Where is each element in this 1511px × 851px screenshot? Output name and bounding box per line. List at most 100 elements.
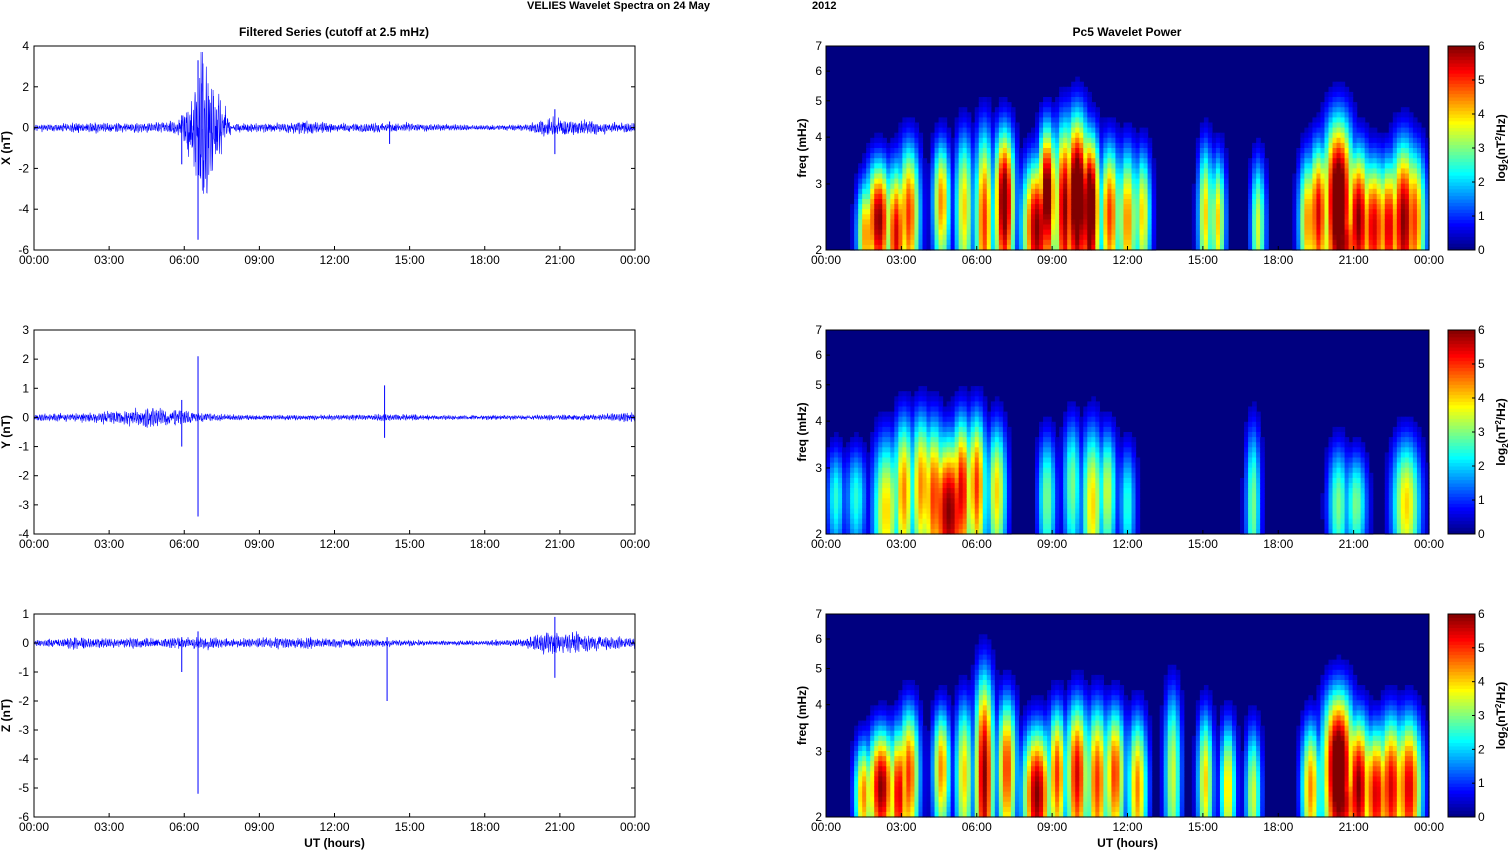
heatmap-cell [930, 239, 936, 246]
heatmap-cell [1087, 112, 1092, 118]
heatmap-cell [1324, 137, 1330, 144]
heatmap-cell [1360, 168, 1366, 175]
heatmap-cell [1396, 239, 1402, 246]
heatmap-cell [970, 513, 976, 520]
heatmap-cell [1151, 239, 1157, 246]
heatmap-cell [990, 158, 996, 164]
heatmap-cell [950, 426, 956, 433]
heatmap-cell [1099, 239, 1104, 246]
heatmap-cell [1091, 483, 1096, 489]
colorbar-segment [1448, 168, 1475, 173]
heatmap-cell [966, 457, 972, 464]
heatmap-cell [1308, 163, 1314, 169]
heatmap-cell [930, 183, 936, 190]
heatmap-cell [1111, 214, 1117, 220]
heatmap-cell [938, 503, 944, 510]
heatmap-cell [906, 411, 912, 418]
heatmap-cell [1356, 132, 1362, 139]
heatmap-cell [1014, 214, 1020, 220]
heatmap-cell [1348, 102, 1354, 108]
heatmap-cell [1127, 142, 1133, 149]
heatmap-cell [1006, 477, 1012, 484]
heatmap-cell [1079, 86, 1084, 93]
heatmap-cell [1328, 91, 1334, 98]
heatmap-cell [978, 426, 984, 433]
heatmap-cell [1404, 137, 1410, 144]
heatmap-cell [914, 234, 920, 241]
heatmap-cell [1135, 204, 1141, 210]
heatmap-cell [1328, 204, 1334, 210]
heatmap-cell [1039, 442, 1044, 448]
heatmap-cell [1356, 168, 1362, 175]
heatmap-cell [962, 214, 968, 220]
heatmap-cell [950, 178, 956, 185]
heatmap-cell [870, 193, 875, 200]
heatmap-cell [1203, 127, 1209, 134]
heatmap-cell [1412, 188, 1418, 195]
heatmap-cell [1087, 467, 1092, 474]
heatmap-cell [858, 437, 863, 443]
heatmap-cell [1151, 219, 1157, 226]
heatmap-cell [1392, 234, 1398, 241]
heatmap-cell [1424, 158, 1430, 164]
heatmap-cell [1219, 188, 1225, 195]
heatmap-cell [1067, 447, 1072, 453]
heatmap-cell [1006, 224, 1012, 231]
right-xtick-label: 15:00 [1188, 253, 1218, 267]
heatmap-cell [890, 477, 895, 484]
series-line [33, 51, 636, 194]
heatmap-cell [858, 224, 863, 231]
heatmap-cell [866, 229, 871, 236]
heatmap-cell [1308, 209, 1314, 215]
heatmap-cell [1344, 97, 1350, 103]
heatmap-cell [906, 188, 912, 195]
heatmap-cell [958, 204, 964, 210]
heatmap-cell [1344, 137, 1350, 144]
heatmap-cell [1006, 122, 1012, 129]
heatmap-cell [982, 508, 988, 515]
heatmap-cell [874, 432, 879, 438]
heatmap-cell [1035, 173, 1040, 180]
left-column-title: Filtered Series (cutoff at 2.5 mHz) [239, 25, 429, 39]
colorbar-segment [1448, 195, 1475, 200]
heatmap-cell [854, 503, 859, 510]
heatmap-cell [890, 234, 895, 241]
heatmap-cell [1219, 234, 1225, 241]
heatmap-cell [1340, 153, 1346, 159]
heatmap-cell [826, 447, 831, 453]
heatmap-cell [1404, 148, 1410, 154]
heatmap-cell [858, 239, 863, 246]
heatmap-cell [862, 513, 867, 520]
heatmap-cell [902, 163, 907, 169]
heatmap-cell [1039, 508, 1044, 515]
heatmap-cell [1424, 219, 1430, 226]
heatmap-cell [1067, 437, 1072, 443]
left-xtick-label: 12:00 [319, 820, 349, 834]
heatmap-cell [1051, 112, 1056, 118]
heatmap-cell [986, 173, 992, 180]
heatmap-cell [1151, 173, 1157, 180]
heatmap-cell [1047, 148, 1052, 154]
heatmap-cell [974, 391, 980, 397]
heatmap-cell [1047, 97, 1052, 103]
heatmap-cell [990, 508, 996, 515]
heatmap-cell [1067, 112, 1072, 118]
heatmap-cell [894, 239, 899, 246]
heatmap-cell [914, 168, 920, 175]
heatmap-cell [1018, 219, 1024, 226]
heatmap-cell [854, 477, 859, 484]
heatmap-cell [1380, 219, 1386, 226]
heatmap-cell [1071, 401, 1076, 408]
heatmap-cell [982, 244, 988, 251]
heatmap-cell [1211, 199, 1217, 205]
heatmap-cell [910, 498, 916, 504]
heatmap-cell [994, 467, 1000, 474]
heatmap-cell [1043, 178, 1048, 185]
heatmap-cell [1051, 498, 1056, 504]
heatmap-cell [1039, 493, 1044, 499]
heatmap-cell [1340, 142, 1346, 149]
heatmap-cell [986, 234, 992, 241]
heatmap-cell [1027, 188, 1032, 195]
heatmap-cell [1336, 81, 1342, 88]
colorbar-segment [1448, 246, 1475, 251]
